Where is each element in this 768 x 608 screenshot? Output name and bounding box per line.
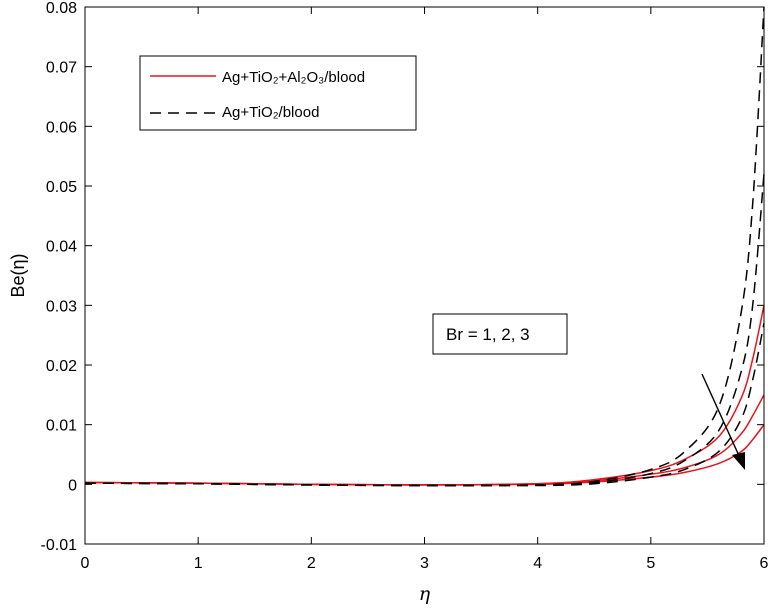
y-tick-label: -0.01 xyxy=(41,537,78,554)
y-tick-label: 0.07 xyxy=(46,60,77,77)
x-tick-label: 2 xyxy=(307,555,316,572)
y-tick-label: 0.01 xyxy=(46,418,77,435)
x-tick-label: 0 xyxy=(81,555,90,572)
x-axis-label: η xyxy=(419,583,431,605)
dashed-series-line xyxy=(84,323,765,487)
x-tick-label: 5 xyxy=(646,555,655,572)
y-tick-label: 0.02 xyxy=(46,358,77,375)
arrow-shaft xyxy=(701,373,741,459)
y-tick-label: 0 xyxy=(68,477,77,494)
ticks: 0 1 2 3 4 5 6-0.0100.010.020.030.040.050.060.0… xyxy=(41,0,768,572)
x-tick-label: 6 xyxy=(760,555,768,572)
legend-label-nano: Ag+TiO₂/blood xyxy=(222,104,319,121)
y-tick-label: 0.05 xyxy=(46,179,77,196)
y-tick-label: 0.04 xyxy=(46,239,77,256)
br-arrow xyxy=(701,373,745,470)
y-tick-label: 0.06 xyxy=(46,119,77,136)
axes-box xyxy=(84,6,765,545)
annotation-text: Br = 1, 2, 3 xyxy=(446,325,530,344)
x-tick-label: 4 xyxy=(533,555,542,572)
solid-series-line xyxy=(84,305,765,486)
annotation: Br = 1, 2, 3 xyxy=(432,313,568,355)
y-axis-label: Be(η) xyxy=(8,253,28,297)
legend-box xyxy=(139,55,417,131)
arrow-head xyxy=(732,452,745,470)
x-tick-label: 3 xyxy=(420,555,429,572)
dashed-series-line xyxy=(84,6,765,487)
y-tick-label: 0.03 xyxy=(46,298,77,315)
legend-label-hybrid: Ag+TiO₂+Al₂O₃/blood xyxy=(222,69,365,86)
annotation-box xyxy=(432,313,568,355)
y-tick-label: 0.08 xyxy=(46,0,77,17)
series-lines xyxy=(84,6,765,487)
x-tick-label: 1 xyxy=(194,555,203,572)
legend: Ag+TiO₂+Al₂O₃/blood Ag+TiO₂/blood xyxy=(139,55,417,131)
